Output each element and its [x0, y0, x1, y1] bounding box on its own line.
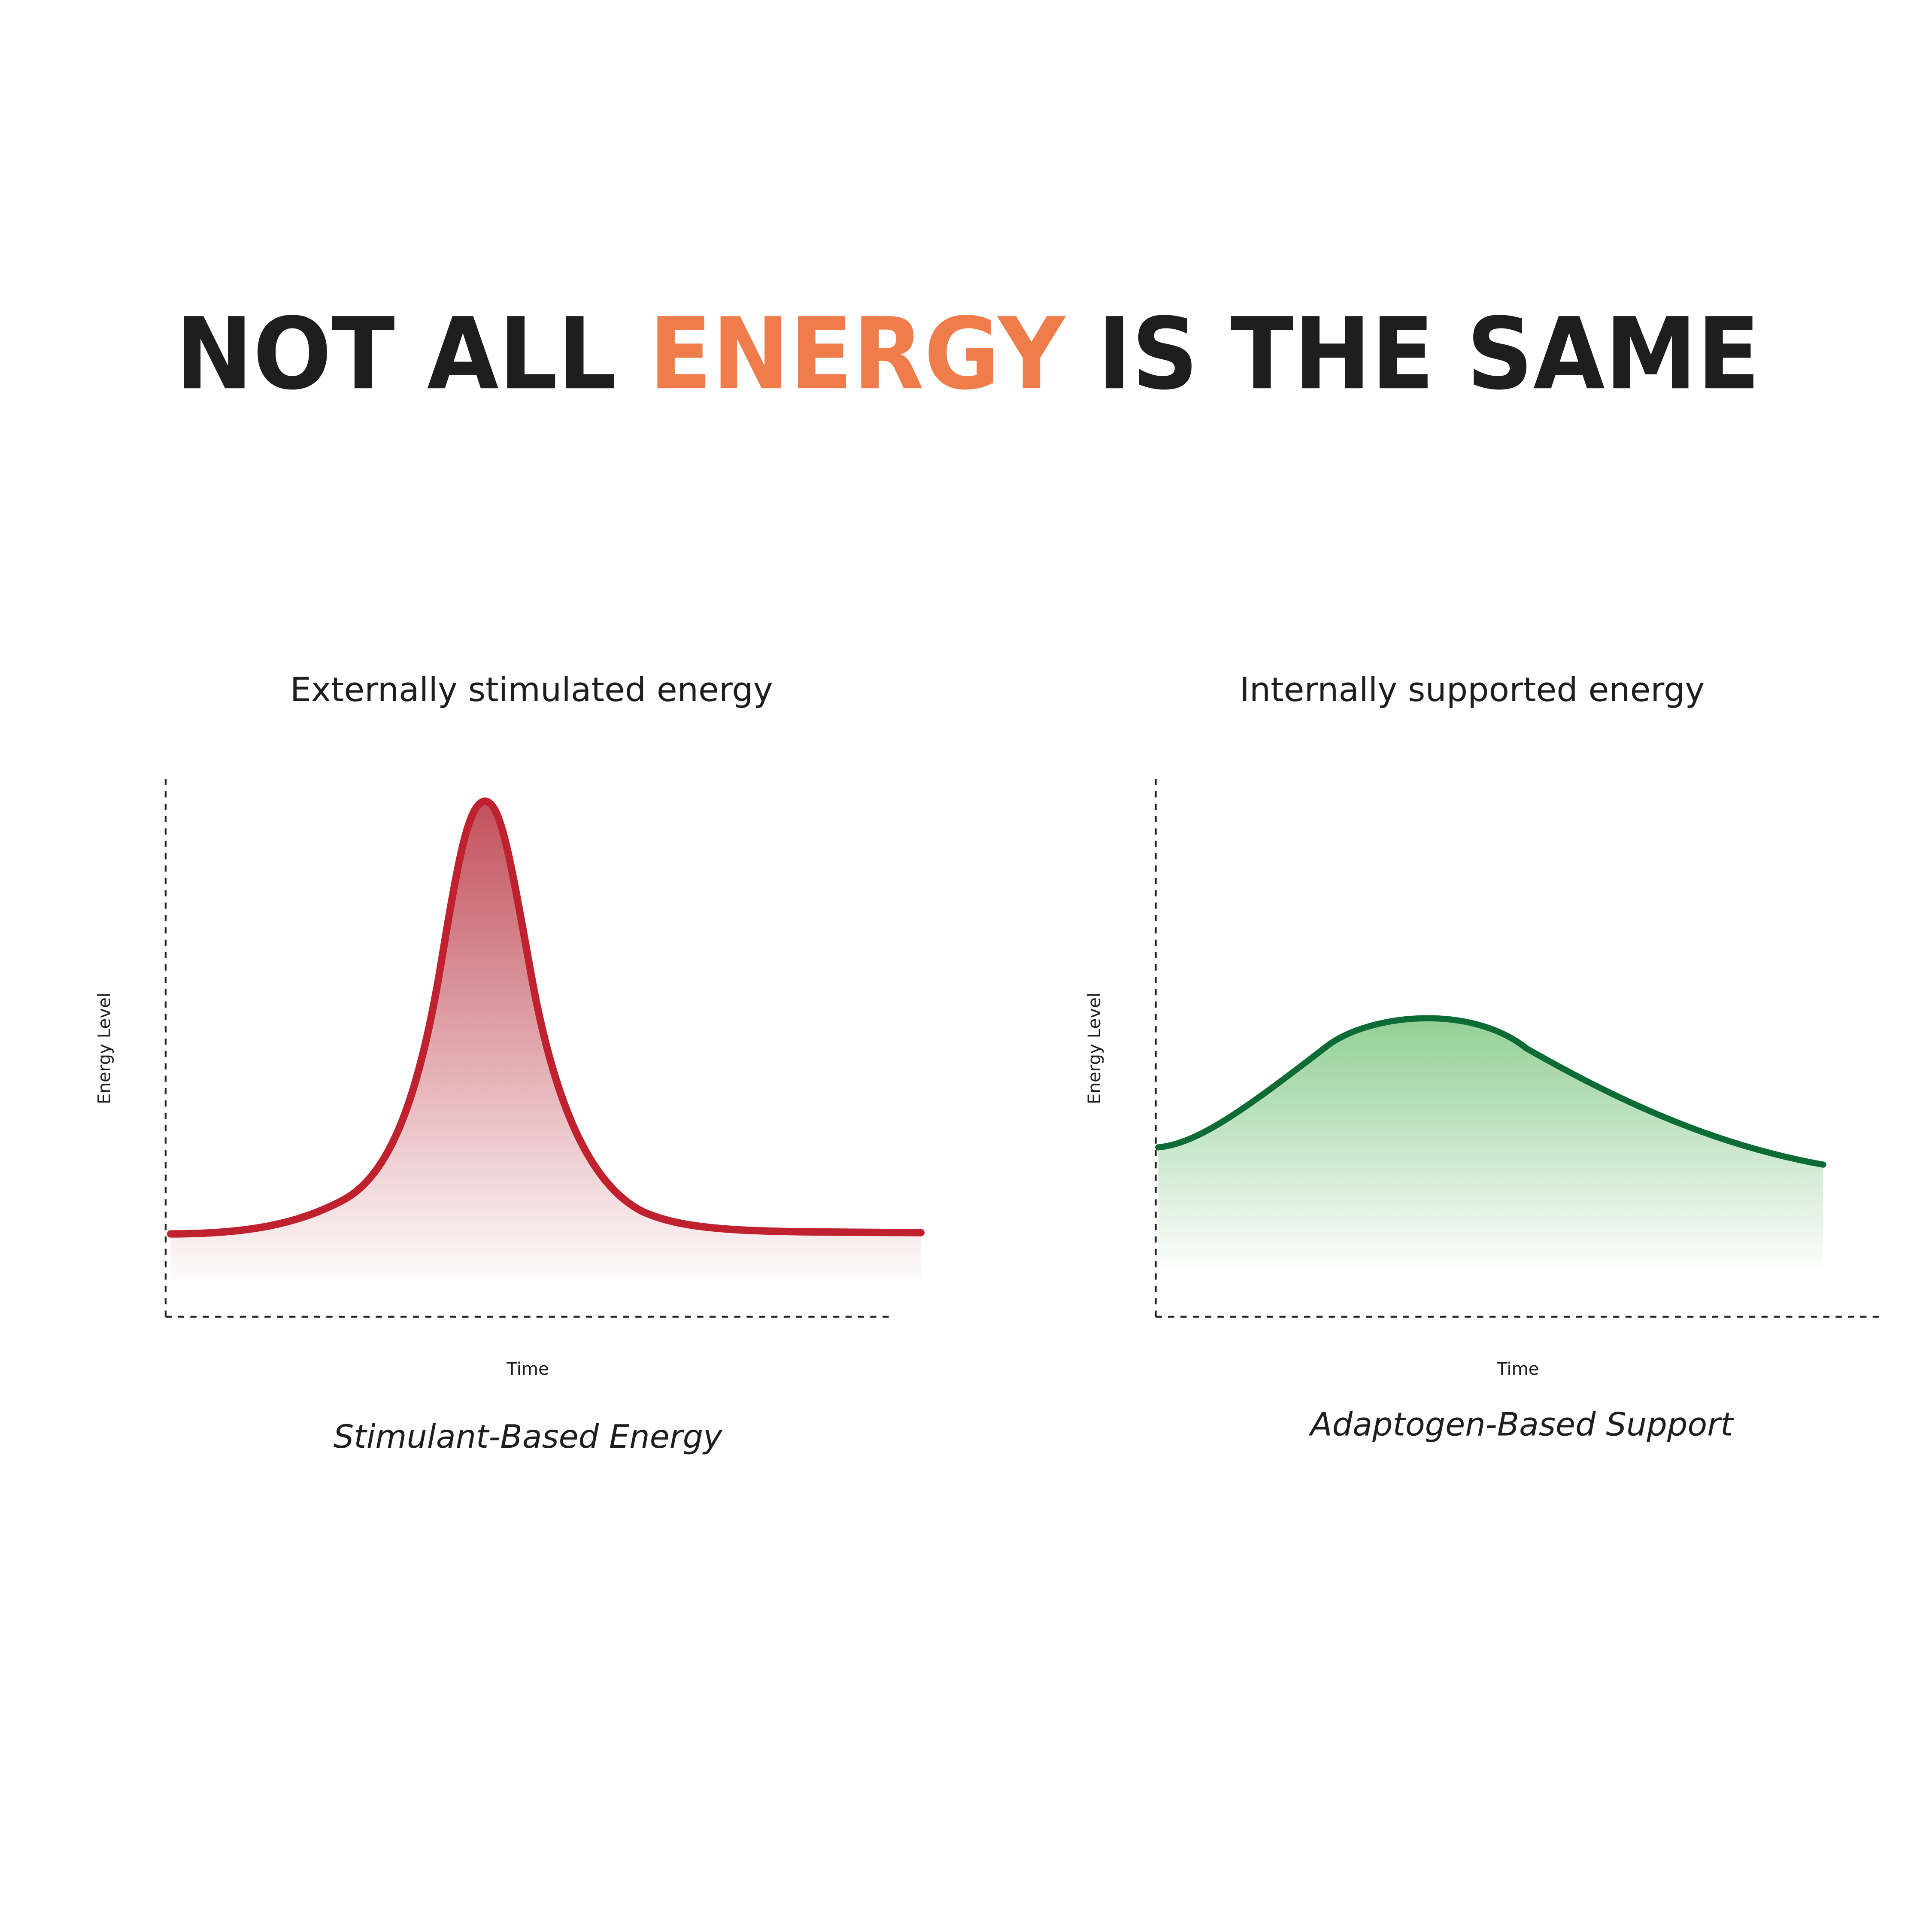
panel-adaptogen: Internally supported energy Energy Level…: [1084, 671, 1881, 1443]
caption: Adaptogen-Based Support: [1309, 1406, 1734, 1443]
title-before: NOT ALL: [176, 297, 617, 412]
panel-stimulant: Externally stimulated energy Energy Leve…: [94, 671, 925, 1455]
y-axis-label: Energy Level: [94, 993, 114, 1104]
area-fill: [1158, 1018, 1823, 1267]
x-axis-label: Time: [506, 1359, 549, 1379]
curve: [1155, 1015, 1826, 1168]
title-after: IS THE SAME: [1097, 297, 1760, 412]
panel-heading: Externally stimulated energy: [290, 671, 773, 709]
caption: Stimulant-Based Energy: [334, 1418, 723, 1455]
panel-heading: Internally supported energy: [1240, 671, 1705, 709]
y-axis-label: Energy Level: [1084, 993, 1104, 1104]
title-highlight: ENERGY: [649, 297, 1066, 412]
x-axis-label: Time: [1496, 1359, 1539, 1379]
curve: [167, 797, 925, 1238]
title: NOT ALL ENERGY IS THE SAME: [176, 297, 1760, 412]
